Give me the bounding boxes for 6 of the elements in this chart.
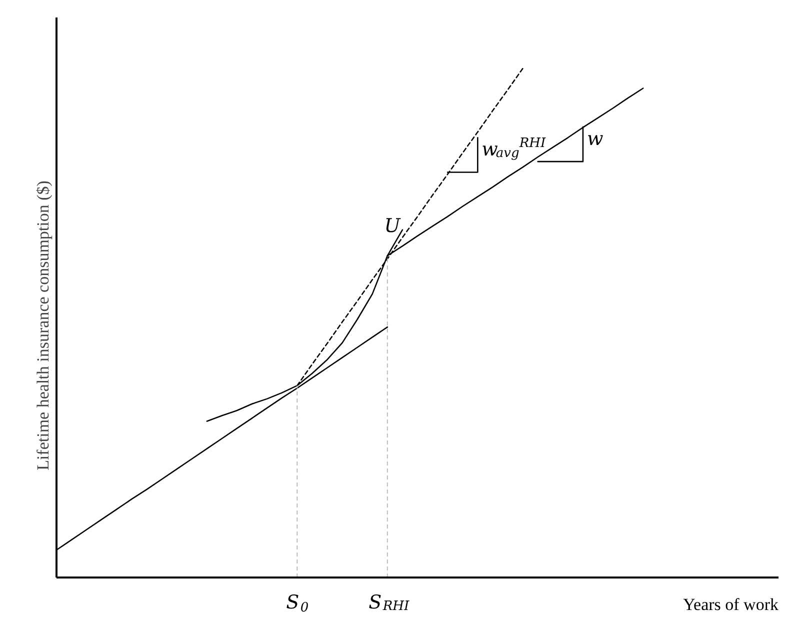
- series-label: U: [384, 214, 402, 237]
- series-label: w: [586, 128, 604, 150]
- y-axis-title: Lifetime health insurance consumption ($): [34, 180, 52, 470]
- x-tick-label: SRHI: [368, 592, 410, 614]
- series-label: wavgRHI: [482, 136, 546, 162]
- x-axis-title: Years of work: [682, 595, 779, 614]
